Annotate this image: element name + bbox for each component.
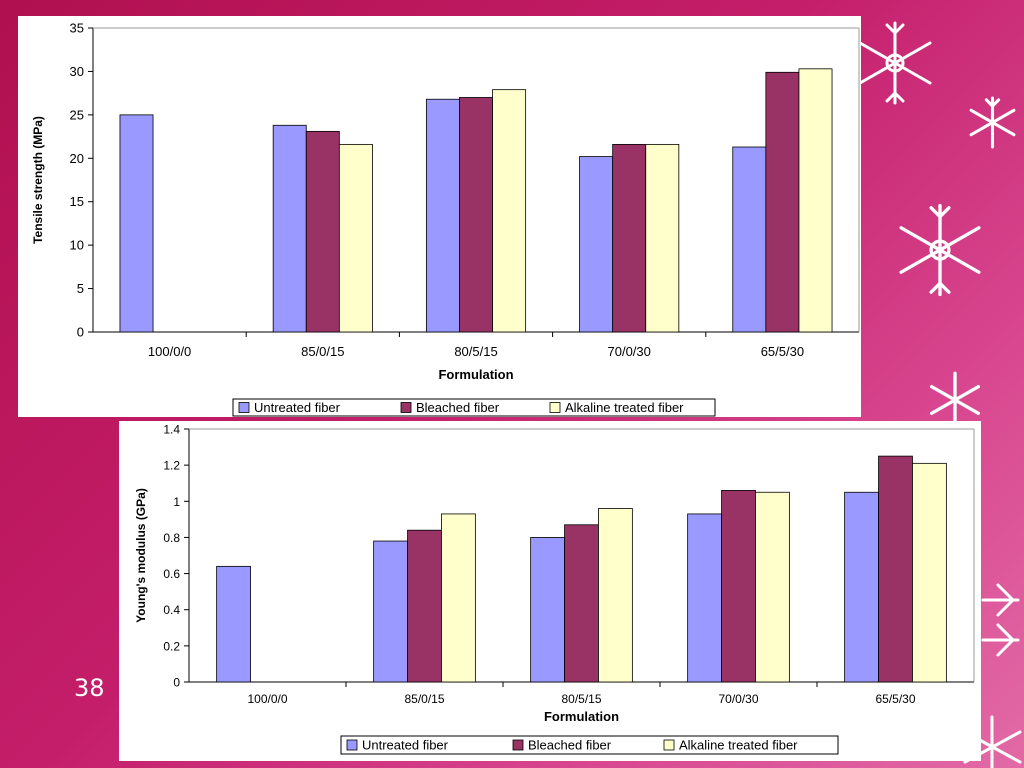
bar	[459, 97, 493, 333]
x-tick-label: 100/0/0	[247, 692, 287, 706]
y-tick-label: 1.4	[163, 423, 180, 437]
y-tick-label: 0	[77, 325, 84, 340]
bar	[492, 89, 527, 333]
bar	[878, 455, 913, 683]
bar	[425, 98, 460, 333]
bar	[765, 71, 800, 333]
bar	[373, 540, 408, 683]
youngs-modulus-chart-panel: 0 0.2 0.4 0.6 0.8 1 1.2 1.4 100/0/0 85/0/15 80/5/1…	[119, 421, 981, 761]
x-tick-label: 65/5/30	[761, 344, 804, 359]
bar	[721, 490, 756, 683]
bar	[407, 529, 442, 683]
x-tick-label: 65/5/30	[875, 692, 915, 706]
bar	[564, 524, 599, 683]
x-tick-label: 70/0/30	[608, 344, 651, 359]
bar	[530, 537, 565, 683]
legend-box	[340, 735, 839, 755]
y-tick-label: 0.6	[163, 567, 180, 581]
bar	[612, 143, 647, 333]
legend-swatch	[663, 739, 675, 751]
y-tick-label: 30	[70, 64, 84, 79]
youngs-modulus-chart: 0 0.2 0.4 0.6 0.8 1 1.2 1.4 100/0/0 85/0/15 80/5/1…	[134, 423, 975, 755]
bar	[216, 565, 251, 683]
y-tick-label: 15	[70, 194, 84, 209]
y-tick-label: 1.2	[163, 459, 180, 473]
bar	[441, 513, 476, 683]
tensile-strength-chart-panel: 0 5 10 15 20 25 30 35 100/0/0 85/0/15 80/5/15 70/0/…	[18, 16, 861, 417]
y-tick-label: 0.8	[163, 531, 180, 545]
bar	[598, 508, 633, 683]
tensile-strength-chart: 0 5 10 15 20 25 30 35 100/0/0 85/0/15 80/5/15 70/0/…	[31, 21, 860, 417]
legend-swatch	[346, 739, 358, 751]
y-tick-label: 20	[70, 151, 84, 166]
legend-label: Bleached fiber	[528, 738, 612, 753]
x-axis-title: Formulation	[544, 709, 619, 724]
y-tick-label: 1	[173, 495, 180, 509]
snowflake-icon	[858, 21, 932, 105]
legend-swatch	[400, 402, 412, 413]
legend-swatch	[238, 402, 250, 413]
legend-box	[232, 398, 716, 417]
x-tick-label: 85/0/15	[301, 344, 344, 359]
legend-label: Alkaline treated fiber	[679, 738, 798, 753]
legend-swatch	[512, 739, 524, 751]
bar	[687, 513, 722, 683]
snowflake-icon	[969, 96, 1016, 149]
slide-number: 38	[74, 674, 105, 702]
bar	[119, 114, 154, 333]
x-axis-title: Formulation	[438, 367, 513, 382]
snowflake-icon	[930, 371, 980, 429]
bar	[844, 491, 879, 683]
x-tick-label: 100/0/0	[148, 344, 191, 359]
x-tick-label: 80/5/15	[454, 344, 497, 359]
bar	[338, 143, 373, 333]
y-axis-title: Young's modulus (GPa)	[134, 488, 148, 623]
legend-label: Untreated fiber	[254, 400, 341, 415]
bar	[912, 462, 947, 683]
x-tick-label: 85/0/15	[404, 692, 444, 706]
snowflake-icon	[981, 583, 1020, 657]
x-tick-label: 70/0/30	[718, 692, 758, 706]
bar	[305, 130, 340, 333]
y-tick-label: 0	[173, 676, 180, 690]
y-tick-label: 0.2	[163, 639, 180, 653]
bar	[755, 491, 790, 683]
y-tick-label: 35	[70, 21, 84, 36]
bar	[732, 146, 767, 333]
snowflake-icon	[899, 203, 981, 297]
y-tick-label: 25	[70, 107, 84, 122]
legend-swatch	[549, 402, 561, 413]
legend-label: Untreated fiber	[362, 738, 449, 753]
bar	[798, 68, 833, 333]
y-tick-label: 10	[70, 238, 84, 253]
legend-label: Alkaline treated fiber	[565, 400, 684, 415]
legend-label: Bleached fiber	[416, 400, 500, 415]
y-tick-label: 0.4	[163, 603, 180, 617]
x-tick-label: 80/5/15	[561, 692, 601, 706]
bar	[645, 143, 680, 333]
y-tick-label: 5	[77, 281, 84, 296]
y-axis-title: Tensile strength (MPa)	[31, 116, 45, 244]
bar	[272, 124, 307, 333]
bar	[579, 156, 614, 333]
